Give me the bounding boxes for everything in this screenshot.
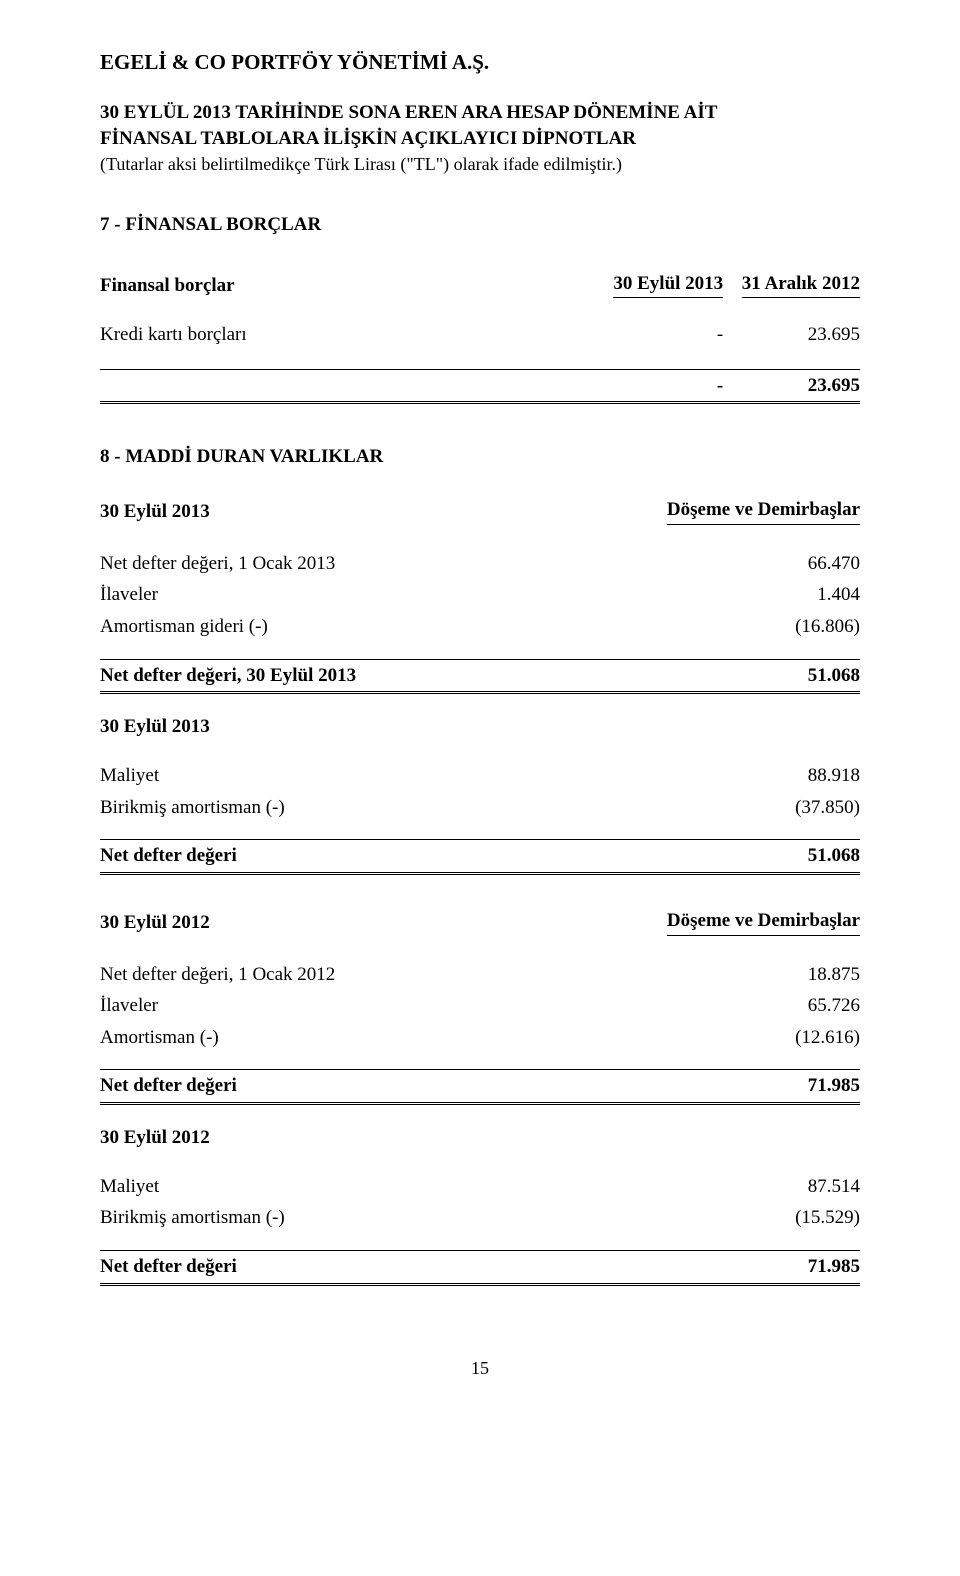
doc-heading-line2: FİNANSAL TABLOLARA İLİŞKİN AÇIKLAYICI Dİ… (100, 126, 860, 152)
sec8-2012-net-label: Net defter değeri (100, 1070, 586, 1104)
doc-heading-line1: 30 EYLÜL 2013 TARİHİNDE SONA EREN ARA HE… (100, 100, 860, 126)
sec7-col1: 30 Eylül 2013 (613, 271, 723, 299)
sec8-2012-maliyet-val: 87.514 (586, 1171, 860, 1203)
sec8-2012-right-header: Döşeme ve Demirbaşlar (667, 908, 860, 936)
sec7-total-v1: - (586, 369, 723, 403)
sec8-2012-date: 30 Eylül 2012 (100, 905, 586, 939)
sec8-2012-r1-label: Net defter değeri, 1 Ocak 2012 (100, 959, 586, 991)
sec8-2012-r3-val: (12.616) (586, 1022, 860, 1054)
sec8-2012-r2-label: İlaveler (100, 990, 586, 1022)
sec8-2013-birikmis-val: (37.850) (586, 792, 860, 824)
sec8-2012-net-val: 71.985 (586, 1070, 860, 1104)
sec8-2013-cost: Maliyet 88.918 Birikmiş amortisman (-) (… (100, 760, 860, 875)
sec8-2013-r3-val: (16.806) (586, 611, 860, 643)
sec8-2013-r1-val: 66.470 (586, 548, 860, 580)
doc-note: (Tutarlar aksi belirtilmedikçe Türk Lira… (100, 152, 860, 176)
sec8-2013-birikmis-label: Birikmiş amortisman (-) (100, 792, 586, 824)
sec8-2013-body: Net defter değeri, 1 Ocak 2013 66.470 İl… (100, 548, 860, 695)
sec8-2012-maliyet-label: Maliyet (100, 1171, 586, 1203)
section8-title: 8 - MADDİ DURAN VARLIKLAR (100, 444, 860, 470)
sec7-total-v2: 23.695 (723, 369, 860, 403)
sec8-2012-birikmis-val: (15.529) (586, 1202, 860, 1234)
sec7-col2: 31 Aralık 2012 (742, 271, 860, 299)
sec8-2012-birikmis-label: Birikmiş amortisman (-) (100, 1202, 586, 1234)
company-title: EGELİ & CO PORTFÖY YÖNETİMİ A.Ş. (100, 48, 860, 76)
sec8-2012-net2-val: 71.985 (586, 1251, 860, 1285)
page-number: 15 (100, 1356, 860, 1380)
sec7-kredi-label: Kredi kartı borçları (100, 319, 586, 351)
sec8-2013-header: 30 Eylül 2013 Döşeme ve Demirbaşlar (100, 494, 860, 528)
sec8-2013-r1-label: Net defter değeri, 1 Ocak 2013 (100, 548, 586, 580)
sec8-2013-maliyet-val: 88.918 (586, 760, 860, 792)
sec8-2013-maliyet-label: Maliyet (100, 760, 586, 792)
section7-title: 7 - FİNANSAL BORÇLAR (100, 212, 860, 238)
sec8-2013-date: 30 Eylül 2013 (100, 494, 586, 528)
sec8-2012-date2: 30 Eylül 2012 (100, 1125, 860, 1151)
sec8-2013-r3-label: Amortisman gideri (-) (100, 611, 586, 643)
sec8-2012-r2-val: 65.726 (586, 990, 860, 1022)
sec8-2013-r2-val: 1.404 (586, 579, 860, 611)
sec7-kredi-v2: 23.695 (723, 319, 860, 351)
sec8-2012-body: Net defter değeri, 1 Ocak 2012 18.875 İl… (100, 959, 860, 1106)
sec8-2013-net2-val: 51.068 (586, 840, 860, 874)
sec8-2012-cost: Maliyet 87.514 Birikmiş amortisman (-) (… (100, 1171, 860, 1286)
sec8-2013-date2: 30 Eylül 2013 (100, 714, 860, 740)
section7-table: Finansal borçlar 30 Eylül 2013 31 Aralık… (100, 268, 860, 405)
sec8-2013-net-label: Net defter değeri, 30 Eylül 2013 (100, 659, 586, 693)
sec8-2013-net-val: 51.068 (586, 659, 860, 693)
sec8-2012-net2-label: Net defter değeri (100, 1251, 586, 1285)
sec8-2013-right-header: Döşeme ve Demirbaşlar (667, 497, 860, 525)
sec7-rowheader-label: Finansal borçlar (100, 268, 586, 302)
sec8-2012-r1-val: 18.875 (586, 959, 860, 991)
sec8-2013-r2-label: İlaveler (100, 579, 586, 611)
sec8-2012-header: 30 Eylül 2012 Döşeme ve Demirbaşlar (100, 905, 860, 939)
sec8-2013-net2-label: Net defter değeri (100, 840, 586, 874)
sec8-2012-r3-label: Amortisman (-) (100, 1022, 586, 1054)
sec7-kredi-v1: - (586, 319, 723, 351)
